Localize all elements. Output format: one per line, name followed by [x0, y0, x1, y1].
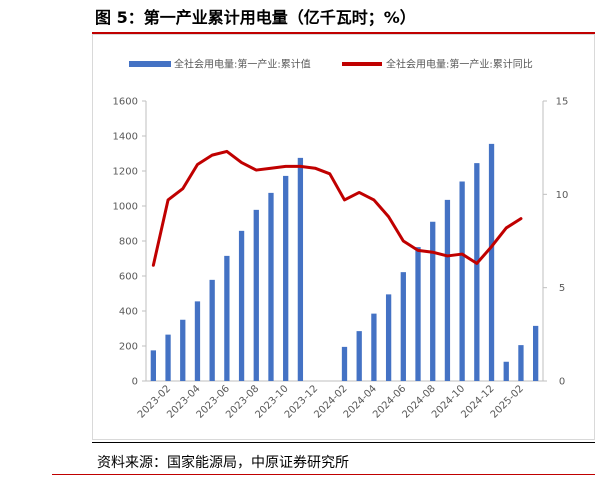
legend-line-swatch: [342, 62, 382, 66]
bar: [341, 346, 348, 381]
y-right-tick-label: 10: [556, 190, 569, 201]
y-left-tick-label: 800: [119, 237, 138, 248]
bar: [253, 209, 259, 381]
bar: [400, 272, 406, 381]
y-left-tick-label: 600: [119, 272, 138, 283]
bar: [165, 334, 171, 381]
y-left-tick-label: 0: [132, 377, 138, 388]
bar: [488, 143, 495, 381]
bar: [503, 361, 509, 381]
bar: [474, 163, 480, 381]
bar: [444, 199, 451, 381]
y-right-tick-label: 0: [559, 377, 565, 388]
bars: [150, 143, 539, 381]
y-right-tick-label: 5: [559, 283, 565, 294]
legend-bar-swatch: [129, 61, 171, 67]
y-left-tick-label: 200: [119, 342, 138, 353]
legend: 全社会用电量:第一产业:累计值 全社会用电量:第一产业:累计同比: [129, 58, 533, 71]
bar: [533, 325, 539, 381]
bar: [283, 175, 289, 381]
y-left-tick-label: 1000: [113, 202, 138, 213]
y-left-tick-label: 400: [119, 307, 138, 318]
bar: [238, 230, 245, 381]
bar: [209, 279, 215, 381]
bar: [430, 221, 436, 381]
bar: [224, 255, 230, 381]
bar: [518, 345, 524, 381]
y-left-tick-label: 1400: [113, 132, 138, 143]
line-series: [151, 149, 523, 267]
bar: [459, 181, 465, 381]
y-left-tick-label: 1200: [113, 167, 138, 178]
title-divider: [92, 32, 595, 34]
bottom-divider: [52, 474, 595, 475]
bar: [194, 301, 201, 381]
y-left-tick-label: 1600: [113, 97, 138, 108]
chart-frame: [92, 34, 595, 440]
y-right-tick-label: 15: [556, 97, 569, 108]
bar: [371, 313, 377, 381]
bar: [356, 331, 362, 381]
bar: [297, 157, 304, 381]
footer-divider: [92, 442, 595, 443]
figure-title: 图 5：第一产业累计用电量（亿千瓦时；%）: [95, 8, 416, 27]
source-note: 资料来源：国家能源局，中原证券研究所: [97, 455, 349, 471]
bar: [180, 319, 186, 381]
bar: [415, 247, 421, 381]
legend-bar-label: 全社会用电量:第一产业:累计值: [174, 58, 311, 71]
legend-line-label: 全社会用电量:第一产业:累计同比: [386, 58, 533, 71]
bar: [268, 192, 274, 381]
bar: [385, 294, 392, 381]
line-series-path: [151, 149, 523, 267]
bar: [150, 350, 156, 381]
